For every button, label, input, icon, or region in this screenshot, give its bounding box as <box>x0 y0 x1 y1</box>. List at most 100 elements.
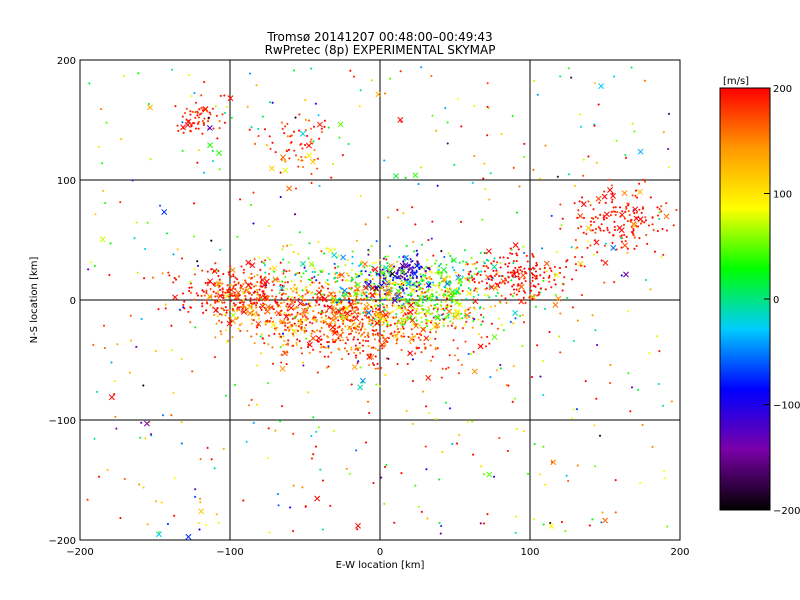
scatter-point <box>457 282 460 285</box>
scatter-point <box>542 445 545 448</box>
scatter-cross <box>529 294 536 300</box>
scatter-point <box>286 288 289 291</box>
scatter-point <box>206 446 209 449</box>
scatter-point <box>565 474 568 477</box>
scatter-point <box>511 115 514 118</box>
scatter-cross <box>369 292 376 299</box>
scatter-point <box>634 194 637 197</box>
scatter-point <box>326 282 329 285</box>
scatter-point <box>194 101 197 104</box>
scatter-point <box>512 260 515 263</box>
scatter-point <box>366 278 369 281</box>
scatter-point <box>434 337 437 340</box>
scatter-point <box>465 320 468 323</box>
scatter-point <box>233 280 236 283</box>
scatter-point <box>535 277 538 280</box>
scatter-point <box>255 333 258 336</box>
scatter-point <box>274 151 277 154</box>
scatter-point <box>194 495 197 498</box>
scatter-point <box>327 345 330 348</box>
scatter-point <box>533 443 536 446</box>
scatter-point <box>375 319 378 322</box>
scatter-point <box>431 114 434 117</box>
scatter-point <box>151 276 154 279</box>
scatter-point <box>575 408 578 411</box>
scatter-point <box>358 332 361 335</box>
scatter-point <box>636 196 639 199</box>
scatter-point <box>418 284 421 287</box>
scatter-point <box>360 294 363 297</box>
scatter-cross <box>454 310 461 317</box>
scatter-point <box>432 283 435 286</box>
scatter-point <box>240 306 243 309</box>
scatter-cross <box>550 459 557 466</box>
scatter-point <box>227 339 230 342</box>
scatter-point <box>281 280 284 283</box>
scatter-point <box>473 262 476 265</box>
scatter-cross <box>414 299 421 306</box>
scatter-point <box>342 308 345 311</box>
scatter-point <box>367 333 370 336</box>
scatter-point <box>453 269 456 272</box>
scatter-point <box>353 336 356 339</box>
scatter-point <box>427 306 430 309</box>
scatter-point <box>123 75 126 78</box>
scatter-point <box>196 260 199 263</box>
scatter-point <box>425 277 428 280</box>
scatter-point <box>322 286 325 289</box>
scatter-point <box>404 177 407 180</box>
scatter-point <box>539 177 542 180</box>
scatter-point <box>375 307 378 310</box>
scatter-point <box>473 277 476 280</box>
scatter-point <box>97 145 100 148</box>
scatter-point <box>646 242 649 245</box>
scatter-point <box>289 298 292 301</box>
scatter-point <box>627 210 630 213</box>
scatter-point <box>501 274 504 277</box>
scatter-cross <box>352 291 359 298</box>
scatter-cross <box>299 130 306 137</box>
scatter-point <box>419 286 422 289</box>
scatter-cross <box>330 307 337 314</box>
scatter-point <box>369 271 372 274</box>
scatter-point <box>297 158 300 161</box>
scatter-point <box>282 335 285 338</box>
scatter-point <box>504 297 507 300</box>
scatter-point <box>519 265 522 268</box>
scatter-point <box>230 116 233 119</box>
scatter-point <box>481 320 484 323</box>
scatter-point <box>476 287 479 290</box>
scatter-point <box>466 278 469 281</box>
scatter-point <box>313 281 316 284</box>
scatter-point <box>428 270 431 273</box>
scatter-point <box>201 119 204 122</box>
scatter-point <box>219 94 222 97</box>
scatter-point <box>183 300 186 303</box>
scatter-point <box>383 266 386 269</box>
scatter-point <box>614 206 617 209</box>
scatter-point <box>523 291 526 294</box>
scatter-point <box>384 293 387 296</box>
x-axis-label: E-W location [km] <box>336 560 425 571</box>
scatter-point <box>138 483 141 486</box>
scatter-point <box>208 111 211 114</box>
scatter-point <box>245 440 248 443</box>
scatter-point <box>324 317 327 320</box>
scatter-point <box>369 280 372 283</box>
scatter-point <box>558 335 561 338</box>
scatter-point <box>219 330 222 333</box>
scatter-point <box>502 329 505 332</box>
scatter-point <box>658 211 661 214</box>
scatter-point <box>520 282 523 285</box>
scatter-point <box>481 218 484 221</box>
y-tick-label: 200 <box>57 56 76 67</box>
scatter-point <box>473 280 476 283</box>
scatter-point <box>317 240 320 243</box>
scatter-point <box>395 316 398 319</box>
scatter-point <box>473 154 476 157</box>
scatter-point <box>430 271 433 274</box>
scatter-point <box>411 323 414 326</box>
scatter-point <box>372 329 375 332</box>
scatter-cross <box>342 291 349 298</box>
scatter-point <box>614 511 617 514</box>
